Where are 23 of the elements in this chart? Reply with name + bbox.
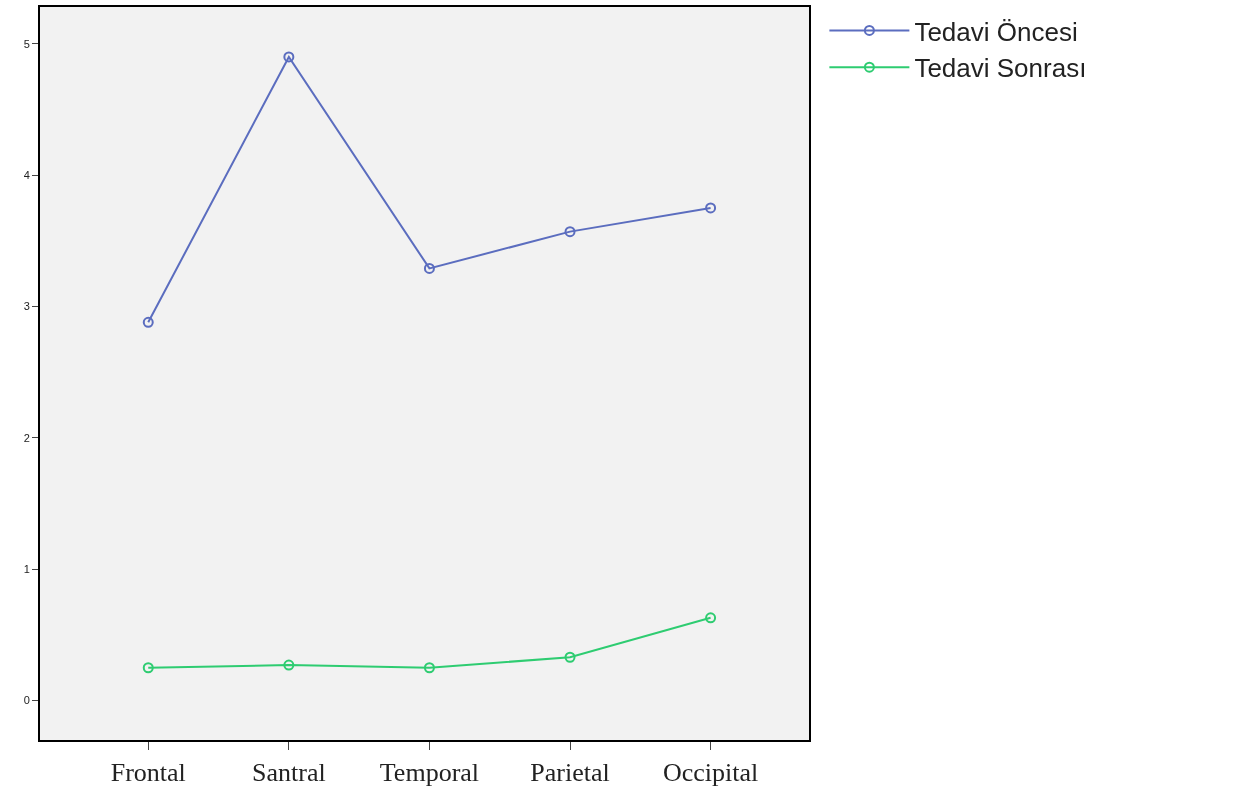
- point: [142, 316, 154, 328]
- y-tick-label: 5: [23, 37, 30, 50]
- y-tick-label: 3: [23, 300, 30, 313]
- y-tick-label: 1: [23, 563, 30, 576]
- point: [423, 262, 435, 274]
- point: [142, 662, 154, 674]
- x-tick-label: Occipital: [662, 758, 759, 788]
- legend-label: Tedavi Öncesi: [914, 16, 1078, 47]
- x-tick-label: Santral: [252, 758, 326, 788]
- legend-label: Tedavi Sonrası: [914, 53, 1087, 84]
- point: [283, 659, 295, 671]
- x-tick-label: Frontal: [110, 758, 186, 788]
- point: [423, 662, 435, 674]
- y-tick-label: 2: [23, 431, 30, 444]
- point: [564, 226, 576, 238]
- y-tick-label: 0: [23, 694, 30, 707]
- x-tick-label: Parietal: [530, 758, 610, 788]
- x-tick-label: Temporal: [379, 758, 480, 788]
- point: [564, 651, 576, 663]
- point: [705, 612, 717, 624]
- point: [283, 51, 295, 63]
- point: [705, 202, 717, 214]
- y-tick-label: 4: [23, 168, 30, 181]
